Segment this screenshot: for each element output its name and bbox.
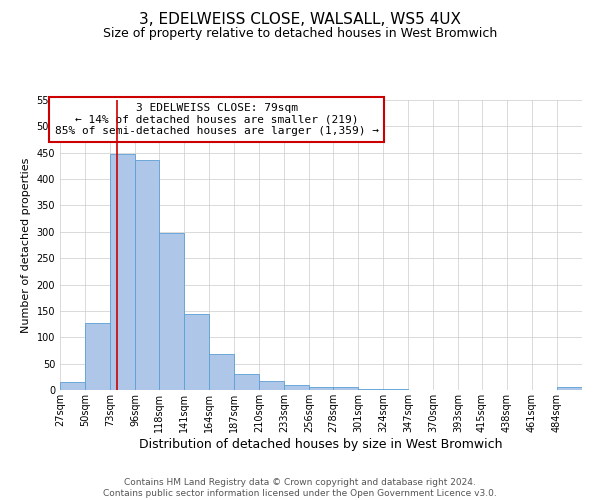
Bar xyxy=(184,314,209,390)
Bar xyxy=(284,384,309,390)
X-axis label: Distribution of detached houses by size in West Bromwich: Distribution of detached houses by size … xyxy=(139,438,503,450)
Text: Contains HM Land Registry data © Crown copyright and database right 2024.
Contai: Contains HM Land Registry data © Crown c… xyxy=(103,478,497,498)
Bar xyxy=(135,160,159,390)
Y-axis label: Number of detached properties: Number of detached properties xyxy=(21,158,31,332)
Bar xyxy=(333,388,358,390)
Text: 3 EDELWEISS CLOSE: 79sqm
← 14% of detached houses are smaller (219)
85% of semi-: 3 EDELWEISS CLOSE: 79sqm ← 14% of detach… xyxy=(55,103,379,136)
Bar xyxy=(234,374,259,390)
Bar xyxy=(557,388,582,390)
Bar xyxy=(159,233,184,390)
Bar xyxy=(209,354,234,390)
Text: 3, EDELWEISS CLOSE, WALSALL, WS5 4UX: 3, EDELWEISS CLOSE, WALSALL, WS5 4UX xyxy=(139,12,461,28)
Bar xyxy=(60,382,85,390)
Text: Size of property relative to detached houses in West Bromwich: Size of property relative to detached ho… xyxy=(103,28,497,40)
Bar xyxy=(85,322,110,390)
Bar xyxy=(259,381,284,390)
Bar xyxy=(110,154,135,390)
Bar xyxy=(309,387,333,390)
